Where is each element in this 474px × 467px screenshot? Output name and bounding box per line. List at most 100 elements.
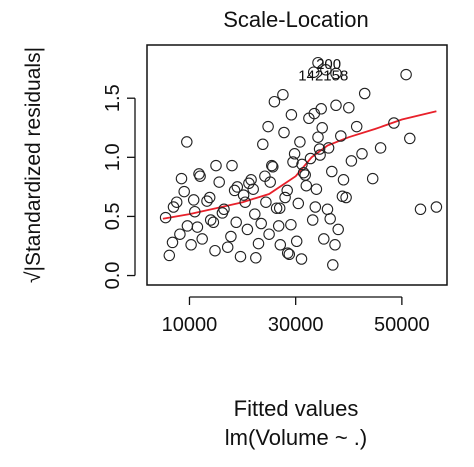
y-tick-label: 1.5: [102, 84, 124, 112]
data-point: [267, 161, 279, 173]
data-point: [304, 152, 317, 165]
data-point: [210, 159, 222, 172]
data-point: [228, 184, 241, 197]
data-point: [207, 216, 220, 229]
data-point: [316, 122, 328, 134]
data-point: [332, 223, 344, 236]
data-point: [201, 195, 213, 207]
data-point: [321, 203, 334, 216]
data-point: [324, 213, 336, 225]
data-point: [243, 177, 255, 190]
data-point: [166, 236, 179, 249]
data-point: [204, 214, 217, 226]
data-point: [322, 142, 335, 154]
data-point: [170, 196, 183, 208]
x-axis-sublabel: lm(Volume ~ .): [225, 425, 367, 450]
data-point: [260, 196, 272, 208]
data-point: [247, 183, 259, 195]
data-point: [345, 155, 358, 167]
data-point: [356, 148, 368, 160]
data-point: [430, 201, 443, 213]
data-point: [292, 197, 305, 210]
data-point: [294, 136, 306, 148]
x-tick-label: 30000: [268, 314, 324, 336]
outlier-point: [307, 66, 320, 78]
data-point: [285, 109, 298, 121]
data-point: [312, 131, 324, 143]
data-point: [185, 239, 197, 251]
data-point: [239, 196, 251, 208]
plot-frame: [146, 44, 448, 286]
data-point: [300, 179, 313, 192]
data-point: [268, 95, 281, 108]
data-point: [404, 132, 416, 145]
data-point: [313, 143, 326, 155]
data-point: [318, 233, 330, 245]
point-label: 200: [316, 56, 341, 73]
data-point: [263, 228, 275, 240]
x-axis-label: Fitted values: [234, 396, 359, 421]
data-point: [285, 218, 297, 231]
smooth-line: [162, 110, 437, 220]
data-point: [203, 191, 216, 204]
data-point: [414, 203, 427, 216]
data-point: [290, 235, 303, 248]
data-point: [343, 101, 355, 114]
data-point: [272, 220, 285, 232]
data-point: [350, 120, 363, 133]
data-point: [250, 252, 262, 264]
data-point: [310, 183, 323, 195]
data-point: [225, 230, 237, 243]
data-point: [273, 202, 286, 214]
data-point: [174, 228, 186, 240]
data-point: [295, 253, 308, 265]
data-point: [287, 156, 299, 168]
data-point: [249, 208, 261, 220]
data-point: [279, 191, 291, 204]
data-point: [237, 189, 250, 201]
data-point: [281, 247, 294, 259]
data-point: [288, 148, 301, 160]
data-point: [230, 216, 242, 229]
x-tick-label: 10000: [162, 314, 218, 336]
data-point: [270, 202, 283, 214]
data-point: [241, 223, 254, 236]
data-point: [337, 174, 350, 186]
data-point: [278, 126, 290, 139]
outlier-point: [400, 68, 412, 81]
points-group: [159, 56, 443, 271]
data-point: [221, 241, 234, 253]
data-point: [252, 237, 265, 250]
data-point: [388, 117, 400, 129]
data-point: [231, 181, 244, 193]
data-point: [213, 176, 225, 188]
data-point: [194, 170, 206, 182]
data-point: [234, 250, 247, 263]
data-point: [163, 249, 176, 262]
data-point: [330, 99, 342, 112]
point-label: 142158: [298, 68, 348, 85]
data-point: [374, 142, 387, 154]
outlier-point: [330, 67, 342, 80]
data-point: [266, 159, 278, 172]
data-point: [274, 239, 287, 251]
data-point: [281, 184, 293, 197]
data-point: [189, 205, 201, 218]
data-point: [277, 88, 289, 101]
data-point: [259, 170, 271, 182]
data-point: [178, 185, 190, 198]
y-tick-label: 0.5: [102, 202, 124, 230]
data-point: [262, 120, 274, 133]
y-tick-label: 1.0: [102, 143, 124, 171]
data-point: [181, 220, 194, 232]
data-point: [306, 214, 319, 226]
data-point: [264, 176, 276, 188]
chart-title: Scale-Location: [223, 7, 369, 32]
outlier-point: [320, 64, 332, 76]
x-axis: 10000 30000 50000: [162, 296, 430, 336]
data-point: [296, 158, 308, 171]
data-point: [297, 166, 310, 179]
